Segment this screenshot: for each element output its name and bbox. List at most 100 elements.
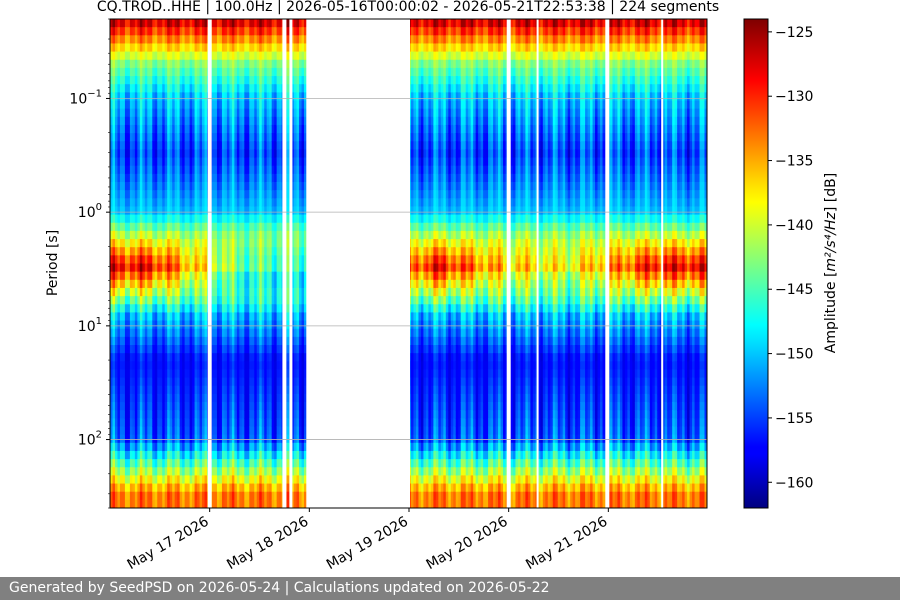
heatmap-cell: [299, 296, 303, 305]
heatmap-cell: [194, 141, 198, 150]
heatmap-cell: [152, 19, 156, 28]
heatmap-cell: [192, 467, 196, 476]
heatmap-cell: [221, 116, 226, 126]
heatmap-cell: [236, 459, 240, 468]
heatmap-cell: [124, 450, 129, 460]
heatmap-cell: [154, 426, 158, 436]
heatmap-cell: [172, 483, 176, 493]
heatmap-cell: [152, 27, 156, 36]
heatmap-cell: [221, 230, 226, 240]
heatmap-cell: [129, 173, 133, 183]
heatmap-cell: [256, 459, 260, 468]
heatmap-cell: [254, 19, 258, 28]
heatmap-cell: [286, 108, 290, 118]
heatmap-cell: [221, 296, 226, 305]
heatmap-cell: [269, 483, 273, 493]
heatmap-cell: [182, 149, 186, 159]
heatmap-cell: [241, 76, 245, 85]
heatmap-cell: [259, 410, 263, 419]
heatmap-cell: [157, 459, 161, 468]
heatmap-cell: [159, 320, 163, 330]
heatmap-cell: [154, 410, 158, 419]
heatmap-cell: [177, 320, 181, 330]
heatmap-cell: [229, 459, 233, 468]
heatmap-cell: [164, 279, 168, 289]
heatmap-cell: [139, 467, 143, 476]
heatmap-cell: [122, 108, 126, 118]
heatmap-cell: [301, 100, 305, 110]
heatmap-cell: [264, 255, 268, 265]
heatmap-cell: [179, 222, 183, 232]
heatmap-cell: [294, 336, 298, 346]
heatmap-cell: [202, 393, 206, 403]
heatmap-cell: [266, 287, 270, 297]
heatmap-cell: [291, 222, 295, 232]
heatmap-cell: [224, 287, 228, 297]
heatmap-cell: [142, 263, 146, 273]
heatmap-cell: [162, 76, 166, 85]
heatmap-cell: [259, 475, 263, 485]
heatmap-cell: [110, 35, 114, 45]
heatmap-cell: [249, 402, 253, 411]
heatmap-cell: [172, 434, 176, 444]
heatmap-cell: [251, 410, 255, 419]
heatmap-cell: [291, 491, 295, 501]
heatmap-cell: [219, 230, 223, 240]
heatmap-cell: [147, 84, 151, 93]
heatmap-cell: [296, 165, 300, 175]
heatmap-cell: [216, 442, 221, 452]
heatmap-cell: [164, 336, 168, 346]
heatmap-cell: [152, 255, 156, 265]
heatmap-cell: [129, 287, 133, 297]
chart-title: CQ.TROD..HHE | 100.0Hz | 2026-05-16T00:0…: [97, 0, 719, 15]
heatmap-cell: [167, 418, 171, 428]
heatmap-cell: [219, 296, 223, 305]
heatmap-cell: [137, 124, 141, 134]
heatmap-cell: [152, 418, 156, 428]
heatmap-cell: [226, 124, 230, 134]
heatmap-cell: [269, 442, 273, 452]
heatmap-cell: [189, 279, 193, 289]
heatmap-cell: [249, 67, 253, 77]
heatmap-cell: [162, 385, 166, 395]
heatmap-cell: [152, 377, 156, 387]
heatmap-cell: [221, 385, 226, 395]
heatmap-cell: [251, 385, 255, 395]
heatmap-cell: [182, 198, 186, 208]
heatmap-cell: [177, 157, 181, 167]
heatmap-cell: [291, 43, 295, 53]
heatmap-cell: [124, 190, 129, 199]
heatmap-cell: [229, 247, 233, 256]
heatmap-cell: [251, 92, 255, 102]
heatmap-cell: [301, 157, 305, 167]
heatmap-cell: [296, 43, 300, 53]
heatmap-cell: [301, 304, 305, 313]
heatmap-cell: [192, 385, 196, 395]
heatmap-cell: [202, 287, 206, 297]
heatmap-cell: [184, 157, 188, 167]
heatmap-cell: [294, 320, 298, 330]
heatmap-cell: [127, 385, 131, 395]
heatmap-cell: [122, 116, 126, 126]
heatmap-cell: [224, 116, 228, 126]
heatmap-cell: [231, 450, 235, 460]
heatmap-cell: [261, 27, 265, 36]
heatmap-cell: [291, 51, 295, 61]
heatmap-cell: [211, 116, 216, 126]
heatmap-cell: [179, 165, 183, 175]
heatmap-cell: [142, 393, 146, 403]
heatmap-cell: [149, 173, 153, 183]
heatmap-cell: [149, 393, 153, 403]
heatmap-cell: [271, 328, 275, 338]
heatmap-cell: [164, 271, 168, 281]
heatmap-cell: [239, 206, 243, 216]
heatmap-cell: [269, 51, 273, 61]
heatmap-cell: [271, 296, 275, 305]
heatmap-cell: [110, 165, 114, 175]
heatmap-cell: [149, 190, 153, 199]
heatmap-cell: [147, 67, 151, 77]
heatmap-cell: [192, 222, 196, 232]
heatmap-cell: [256, 287, 260, 297]
heatmap-cell: [224, 239, 228, 248]
heatmap-cell: [299, 35, 303, 45]
